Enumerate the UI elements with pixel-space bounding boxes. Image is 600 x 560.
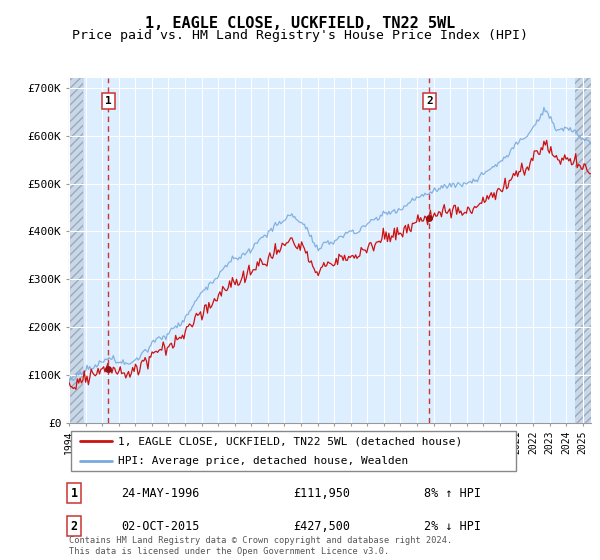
Bar	[69, 78, 70, 423]
Text: 1, EAGLE CLOSE, UCKFIELD, TN22 5WL (detached house): 1, EAGLE CLOSE, UCKFIELD, TN22 5WL (deta…	[119, 436, 463, 446]
Bar	[581, 78, 582, 423]
Bar	[73, 78, 74, 423]
Bar	[69, 78, 83, 423]
Text: 24-MAY-1996: 24-MAY-1996	[121, 487, 200, 500]
Bar	[583, 78, 584, 423]
Text: £111,950: £111,950	[293, 487, 350, 500]
Bar	[587, 78, 588, 423]
Bar	[83, 78, 84, 423]
Bar	[579, 78, 580, 423]
Bar	[575, 78, 591, 423]
Text: 2: 2	[71, 520, 78, 533]
Text: £427,500: £427,500	[293, 520, 350, 533]
Text: 1: 1	[105, 96, 112, 106]
Bar	[585, 78, 586, 423]
Bar	[81, 78, 82, 423]
Bar	[71, 78, 72, 423]
Bar	[575, 78, 591, 423]
Bar	[77, 78, 78, 423]
Text: Price paid vs. HM Land Registry's House Price Index (HPI): Price paid vs. HM Land Registry's House …	[72, 29, 528, 42]
Text: 2% ↓ HPI: 2% ↓ HPI	[424, 520, 481, 533]
Text: 8% ↑ HPI: 8% ↑ HPI	[424, 487, 481, 500]
FancyBboxPatch shape	[71, 431, 516, 472]
Text: HPI: Average price, detached house, Wealden: HPI: Average price, detached house, Weal…	[119, 456, 409, 466]
Bar	[69, 78, 83, 423]
Bar	[589, 78, 590, 423]
Bar	[575, 78, 576, 423]
Text: 2: 2	[426, 96, 433, 106]
Text: 1, EAGLE CLOSE, UCKFIELD, TN22 5WL: 1, EAGLE CLOSE, UCKFIELD, TN22 5WL	[145, 16, 455, 31]
Bar	[577, 78, 578, 423]
Text: 1: 1	[71, 487, 78, 500]
Bar	[75, 78, 76, 423]
Text: 02-OCT-2015: 02-OCT-2015	[121, 520, 200, 533]
Text: Contains HM Land Registry data © Crown copyright and database right 2024.
This d: Contains HM Land Registry data © Crown c…	[69, 536, 452, 556]
Bar	[79, 78, 80, 423]
